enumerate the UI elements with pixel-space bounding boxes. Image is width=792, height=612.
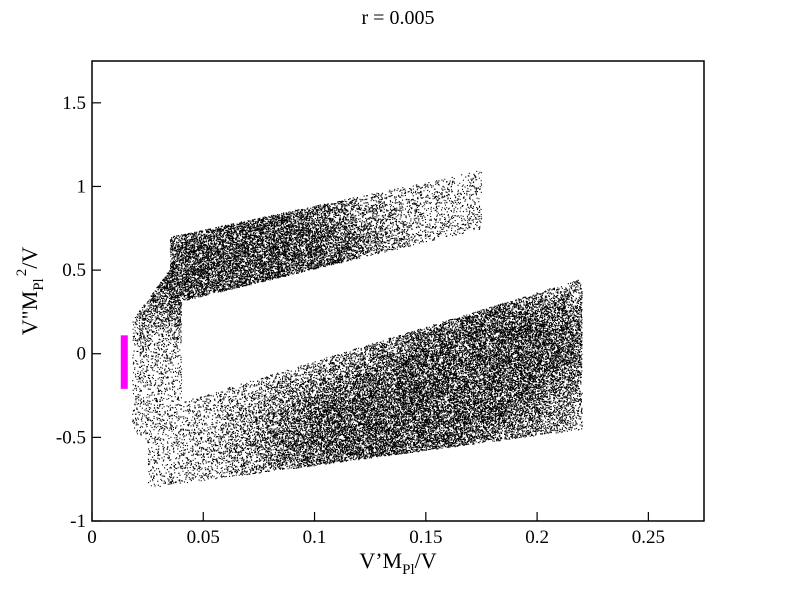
chart-title: r = 0.005 bbox=[362, 7, 435, 29]
x-axis-ticks: 0 0.05 0.1 0.15 0.2 0.25 bbox=[87, 512, 665, 548]
y-tick-label: 0.5 bbox=[62, 260, 86, 281]
x-tick-label: 0.15 bbox=[409, 527, 442, 548]
y-label-prefix: V"M bbox=[17, 291, 42, 335]
x-tick-label: 0.25 bbox=[632, 527, 665, 548]
y-axis-ticks: -1 -0.5 0 0.5 1 1.5 bbox=[56, 93, 101, 532]
x-axis-label: V’MPl/V bbox=[359, 548, 436, 578]
y-tick-label: -0.5 bbox=[56, 427, 86, 448]
x-tick-label: 0.2 bbox=[525, 527, 549, 548]
x-tick-label: 0.1 bbox=[303, 527, 327, 548]
y-tick-label: -1 bbox=[70, 511, 86, 532]
x-tick-label: 0.05 bbox=[187, 527, 220, 548]
x-label-suffix: /V bbox=[415, 548, 437, 573]
y-label-subscript: Pl bbox=[31, 278, 47, 291]
magenta-marker-layer bbox=[120, 335, 128, 389]
y-label-superscript: 2 bbox=[14, 269, 30, 277]
y-label-suffix: /V bbox=[17, 247, 42, 269]
scatter-points bbox=[132, 170, 583, 487]
y-tick-label: 1.5 bbox=[62, 93, 86, 114]
x-label-subscript: Pl bbox=[402, 562, 415, 578]
x-tick-label: 0 bbox=[87, 527, 97, 548]
data-points bbox=[132, 170, 583, 487]
y-tick-label: 0 bbox=[77, 344, 87, 365]
x-label-prefix: V’M bbox=[359, 548, 402, 573]
plot-frame bbox=[91, 60, 705, 522]
y-axis-label: V"MPl2/V bbox=[14, 247, 47, 336]
y-tick-label: 1 bbox=[77, 176, 87, 197]
magenta-bar-marker bbox=[120, 335, 128, 389]
